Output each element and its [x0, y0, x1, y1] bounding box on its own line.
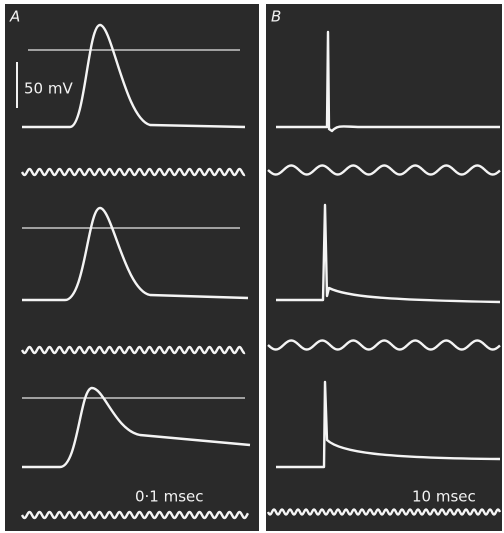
- panel-label: B: [271, 8, 281, 26]
- scale-label: 50 mV: [24, 80, 73, 98]
- panel-label: A: [9, 8, 20, 26]
- figure: A B 50 mV 0·1 msec 10 msec: [0, 0, 504, 533]
- panel-b-background: [266, 4, 502, 531]
- time-label: 10 msec: [412, 488, 476, 506]
- time-label: 0·1 msec: [135, 488, 204, 506]
